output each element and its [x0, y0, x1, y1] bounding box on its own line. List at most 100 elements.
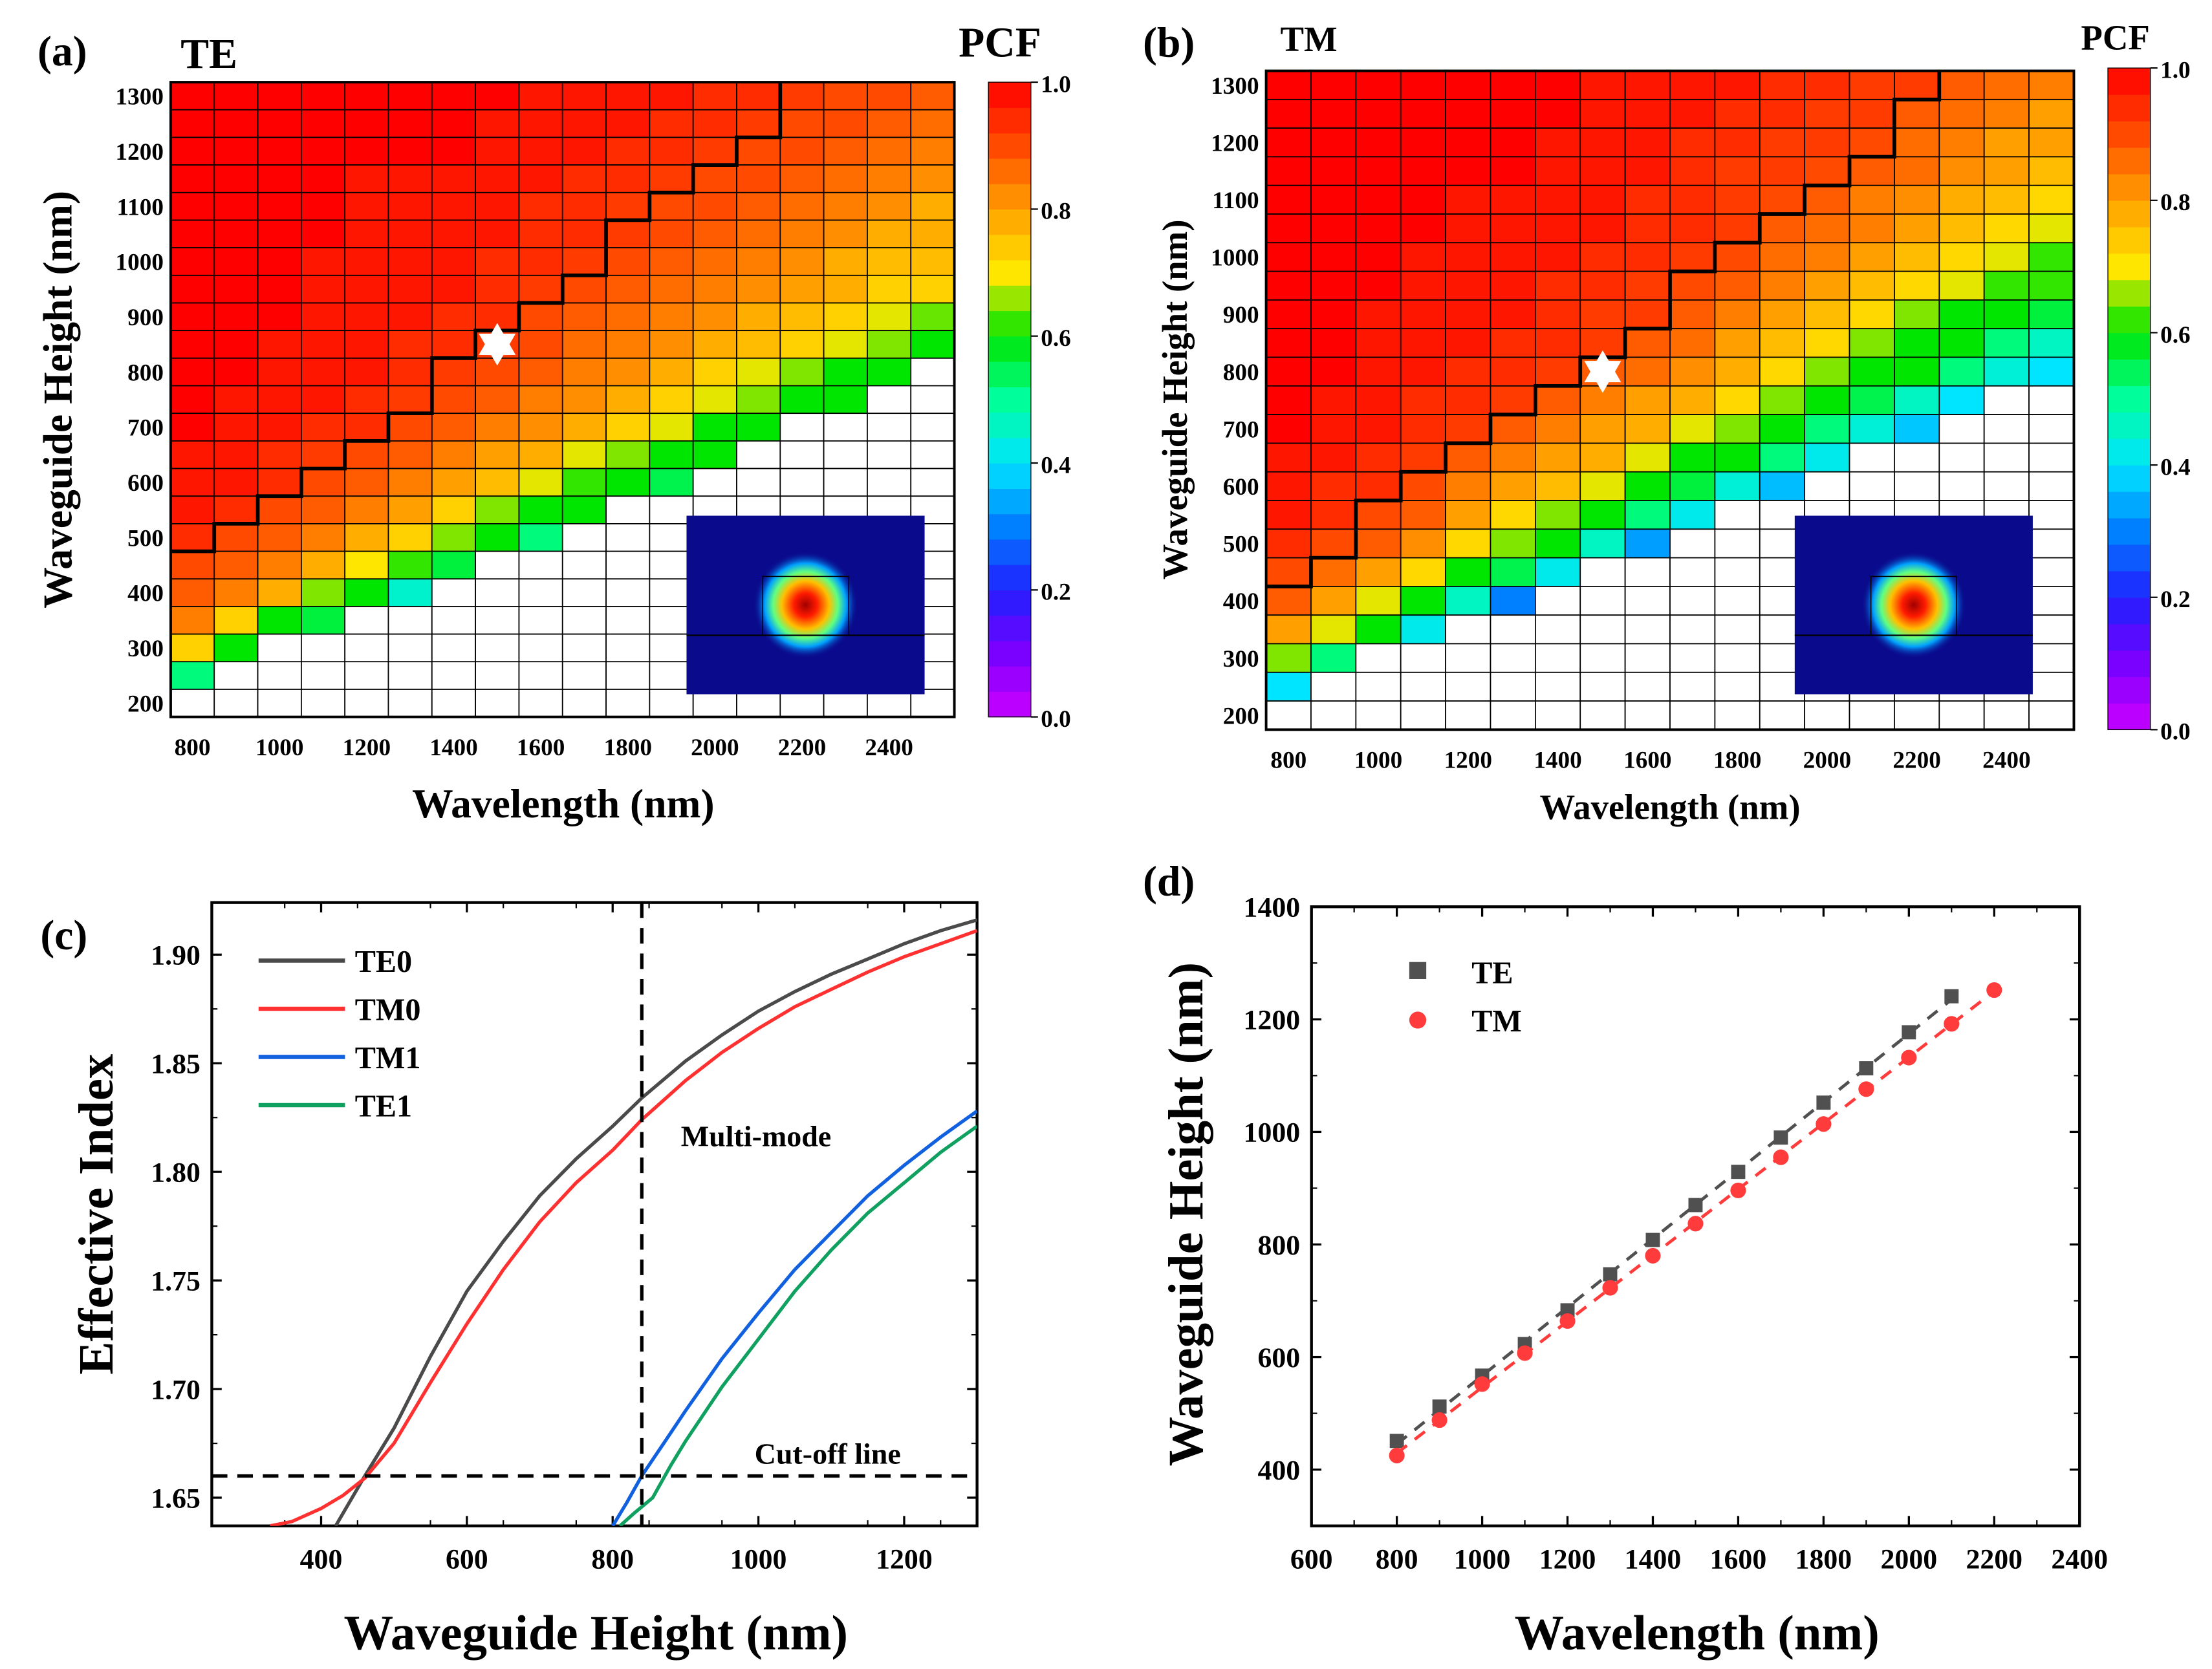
colorbar-band	[988, 133, 1031, 159]
heatmap-cell	[605, 357, 651, 387]
heatmap-cell	[1624, 643, 1671, 673]
heatmap-cell	[2028, 385, 2075, 415]
colorbar-band	[988, 285, 1031, 312]
heatmap-cell	[910, 81, 955, 111]
heatmap-cell	[1759, 156, 1806, 186]
heatmap-cell	[1534, 328, 1581, 358]
y-tick-label: 600	[127, 470, 164, 497]
x-tick-label: 1200	[1539, 1544, 1596, 1575]
heatmap-cell	[1894, 328, 1940, 358]
heatmap-cell	[649, 385, 694, 415]
colorbar-tick-label: 0.2	[1041, 579, 1071, 606]
heatmap-cell	[1310, 471, 1357, 501]
x-tick-label: 1000	[1354, 748, 1402, 774]
heatmap-cell	[475, 578, 520, 607]
heatmap-cell	[213, 440, 259, 469]
heatmap-cell	[300, 633, 346, 663]
heatmap-cell	[213, 550, 259, 580]
heatmap-cell	[1983, 328, 2030, 358]
heatmap-cell	[736, 357, 781, 387]
heatmap-cell	[1759, 385, 1806, 415]
colorbar-band	[988, 336, 1031, 362]
heatmap-cell	[1400, 528, 1446, 559]
heatmap-cell	[300, 136, 346, 166]
heatmap-cell	[1849, 414, 1895, 444]
heatmap-cell	[257, 247, 302, 276]
panel-label: (b)	[1143, 19, 1195, 67]
heatmap-cell	[1624, 528, 1671, 559]
heatmap-cell	[1714, 356, 1761, 387]
heatmap-cell	[518, 109, 563, 138]
heatmap-cell	[1849, 299, 1895, 330]
heatmap-cell	[475, 81, 520, 111]
y-tick-label: 400	[1223, 588, 1259, 615]
colorbar-tick-label: 0.6	[1041, 325, 1071, 352]
heatmap-cell	[257, 606, 302, 635]
legend-marker-te	[1409, 962, 1427, 979]
heatmap-cell	[257, 523, 302, 552]
heatmap-cell	[1624, 156, 1671, 186]
heatmap-cell	[692, 413, 737, 442]
heatmap-cell	[649, 109, 694, 138]
legend-label: TE0	[355, 945, 412, 979]
heatmap-cell	[1804, 127, 1850, 158]
heatmap-cell	[1265, 471, 1312, 501]
heatmap-cell	[867, 413, 912, 442]
heatmap-cell	[2028, 528, 2075, 559]
heatmap-cell	[692, 274, 737, 304]
heatmap-cell	[1714, 127, 1761, 158]
colorbar-band	[988, 691, 1031, 718]
heatmap-cell	[2028, 156, 2075, 186]
heatmap-cell	[605, 606, 651, 635]
heatmap-cell	[170, 164, 215, 193]
heatmap-cell	[561, 136, 607, 166]
heatmap-cell	[1579, 586, 1626, 616]
heatmap-cell	[1894, 356, 1940, 387]
heatmap-cell	[170, 219, 215, 249]
heatmap-cell	[1579, 299, 1626, 330]
heatmap-cell	[692, 191, 737, 221]
heatmap-cell	[213, 274, 259, 304]
heatmap-cell	[1310, 500, 1357, 530]
heatmap-cell	[1983, 213, 2030, 244]
heatmap-cell	[300, 219, 346, 249]
heatmap-cell	[300, 413, 346, 442]
heatmap-cell	[213, 578, 259, 607]
x-tick-label: 2400	[2051, 1544, 2108, 1575]
heatmap-cell	[1894, 213, 1940, 244]
heatmap-cell	[2028, 671, 2075, 702]
x-axis-label: Wavelength (nm)	[1539, 787, 1800, 826]
heatmap-cell	[867, 385, 912, 415]
colorbar-band	[2108, 68, 2151, 95]
legend-label: TE	[1471, 956, 1513, 991]
heatmap-cell	[649, 191, 694, 221]
heatmap-cell	[1534, 528, 1581, 559]
heatmap-cell	[1310, 328, 1357, 358]
heatmap-cell	[1624, 700, 1671, 731]
data-point-te	[1816, 1095, 1831, 1110]
heatmap-cell	[1938, 700, 1985, 731]
heatmap-cell	[518, 357, 563, 387]
heatmap-cell	[1938, 328, 1985, 358]
heatmap-cell	[561, 302, 607, 332]
heatmap-cell	[1490, 299, 1536, 330]
data-point-tm	[1559, 1313, 1576, 1329]
heatmap-cell	[605, 440, 651, 469]
heatmap-cell	[213, 330, 259, 359]
heatmap-cell	[1579, 643, 1626, 673]
heatmap-cell	[1534, 557, 1581, 587]
heatmap-cell	[300, 689, 346, 718]
legend: TE TM	[1409, 956, 1522, 1039]
heatmap-cell	[1714, 643, 1761, 673]
heatmap-cell	[1669, 299, 1716, 330]
heatmap-cell	[1669, 586, 1716, 616]
heatmap-cell	[387, 606, 433, 635]
heatmap-cell	[1400, 557, 1446, 587]
heatmap-cell	[2028, 643, 2075, 673]
panel-title: TM	[1280, 19, 1337, 59]
heatmap-cell	[823, 302, 868, 332]
heatmap-cell	[692, 302, 737, 332]
colorbar-band	[2108, 438, 2151, 466]
heatmap-cell	[2028, 356, 2075, 387]
heatmap-cell	[344, 191, 389, 221]
